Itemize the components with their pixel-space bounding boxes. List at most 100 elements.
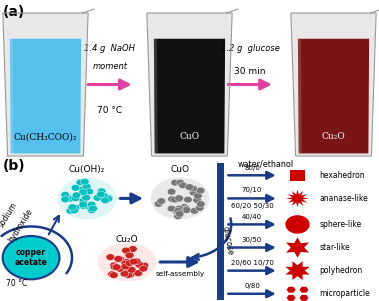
Circle shape bbox=[88, 207, 96, 213]
Circle shape bbox=[285, 215, 310, 234]
Circle shape bbox=[79, 201, 88, 208]
Circle shape bbox=[121, 260, 130, 267]
FancyBboxPatch shape bbox=[290, 170, 305, 181]
Text: microparticle: microparticle bbox=[319, 289, 370, 298]
Text: CuO: CuO bbox=[171, 165, 190, 174]
Circle shape bbox=[72, 192, 81, 199]
Circle shape bbox=[108, 271, 116, 278]
Text: Cu₂O: Cu₂O bbox=[322, 132, 345, 141]
Circle shape bbox=[139, 265, 148, 272]
Text: water/ethanol: water/ethanol bbox=[237, 160, 293, 169]
Circle shape bbox=[174, 213, 183, 219]
Circle shape bbox=[171, 179, 180, 186]
Circle shape bbox=[132, 258, 141, 265]
Ellipse shape bbox=[58, 178, 116, 219]
Polygon shape bbox=[3, 13, 88, 156]
Circle shape bbox=[189, 185, 197, 192]
Circle shape bbox=[97, 188, 106, 194]
Circle shape bbox=[127, 266, 136, 273]
Circle shape bbox=[179, 182, 187, 189]
Circle shape bbox=[193, 197, 202, 203]
Circle shape bbox=[89, 205, 97, 212]
Circle shape bbox=[71, 195, 80, 202]
Circle shape bbox=[133, 259, 141, 266]
Text: ananase-like: ananase-like bbox=[319, 194, 368, 203]
Circle shape bbox=[182, 206, 191, 212]
Text: moment: moment bbox=[92, 62, 127, 71]
Circle shape bbox=[168, 196, 176, 203]
Circle shape bbox=[196, 201, 205, 207]
Circle shape bbox=[120, 270, 129, 277]
Circle shape bbox=[194, 192, 202, 199]
Circle shape bbox=[157, 198, 166, 204]
Circle shape bbox=[76, 179, 85, 186]
Text: 1.2 g  glucose: 1.2 g glucose bbox=[221, 44, 280, 53]
Circle shape bbox=[116, 256, 125, 263]
Circle shape bbox=[66, 207, 75, 214]
Circle shape bbox=[67, 207, 76, 214]
Text: star-like: star-like bbox=[319, 243, 350, 252]
Circle shape bbox=[110, 262, 118, 269]
Circle shape bbox=[125, 252, 134, 259]
Circle shape bbox=[82, 183, 91, 190]
Circle shape bbox=[3, 236, 60, 279]
Circle shape bbox=[167, 188, 176, 195]
Text: 30/50: 30/50 bbox=[242, 237, 262, 243]
Polygon shape bbox=[154, 39, 158, 154]
Text: hydroxide: hydroxide bbox=[7, 207, 34, 244]
Circle shape bbox=[85, 188, 94, 195]
Circle shape bbox=[128, 246, 137, 252]
Text: 30 min: 30 min bbox=[234, 67, 266, 76]
Circle shape bbox=[68, 204, 77, 210]
Polygon shape bbox=[299, 287, 309, 293]
Text: Cu(OH)₂: Cu(OH)₂ bbox=[69, 165, 105, 174]
Text: 70 °C: 70 °C bbox=[6, 279, 28, 287]
Circle shape bbox=[121, 263, 130, 270]
Circle shape bbox=[176, 179, 185, 186]
Circle shape bbox=[96, 191, 105, 198]
Ellipse shape bbox=[151, 178, 209, 219]
Circle shape bbox=[182, 207, 191, 213]
Circle shape bbox=[110, 272, 118, 278]
Circle shape bbox=[180, 203, 189, 210]
Circle shape bbox=[196, 205, 204, 211]
Polygon shape bbox=[154, 39, 225, 154]
Text: 20/60 10/70: 20/60 10/70 bbox=[230, 260, 274, 266]
Polygon shape bbox=[299, 295, 309, 301]
Text: self-assembly: self-assembly bbox=[155, 272, 205, 278]
Text: glucose: glucose bbox=[221, 225, 234, 256]
Circle shape bbox=[106, 254, 115, 260]
Circle shape bbox=[183, 196, 192, 203]
Polygon shape bbox=[287, 287, 296, 293]
Circle shape bbox=[125, 266, 133, 272]
Text: 70 °C: 70 °C bbox=[97, 106, 122, 115]
Circle shape bbox=[80, 178, 89, 185]
Text: polyhedron: polyhedron bbox=[319, 266, 362, 275]
Circle shape bbox=[175, 205, 183, 212]
FancyBboxPatch shape bbox=[217, 163, 224, 299]
Circle shape bbox=[65, 195, 74, 202]
Circle shape bbox=[104, 194, 113, 201]
Text: 70/10: 70/10 bbox=[242, 187, 262, 193]
Text: CuO: CuO bbox=[179, 132, 200, 141]
Circle shape bbox=[85, 203, 93, 210]
Circle shape bbox=[79, 203, 88, 209]
Circle shape bbox=[175, 210, 184, 217]
Text: (b): (b) bbox=[3, 159, 26, 173]
Circle shape bbox=[122, 259, 131, 265]
Circle shape bbox=[135, 262, 144, 268]
Circle shape bbox=[101, 197, 110, 203]
Circle shape bbox=[175, 195, 183, 201]
Circle shape bbox=[61, 191, 69, 198]
Circle shape bbox=[124, 252, 133, 258]
Polygon shape bbox=[147, 13, 232, 156]
Circle shape bbox=[70, 207, 78, 214]
Text: 0/80: 0/80 bbox=[244, 284, 260, 290]
Polygon shape bbox=[291, 13, 376, 156]
Circle shape bbox=[82, 194, 91, 201]
Circle shape bbox=[171, 196, 179, 203]
Polygon shape bbox=[298, 39, 369, 154]
Circle shape bbox=[134, 270, 143, 276]
Circle shape bbox=[61, 196, 70, 203]
Circle shape bbox=[173, 208, 182, 215]
